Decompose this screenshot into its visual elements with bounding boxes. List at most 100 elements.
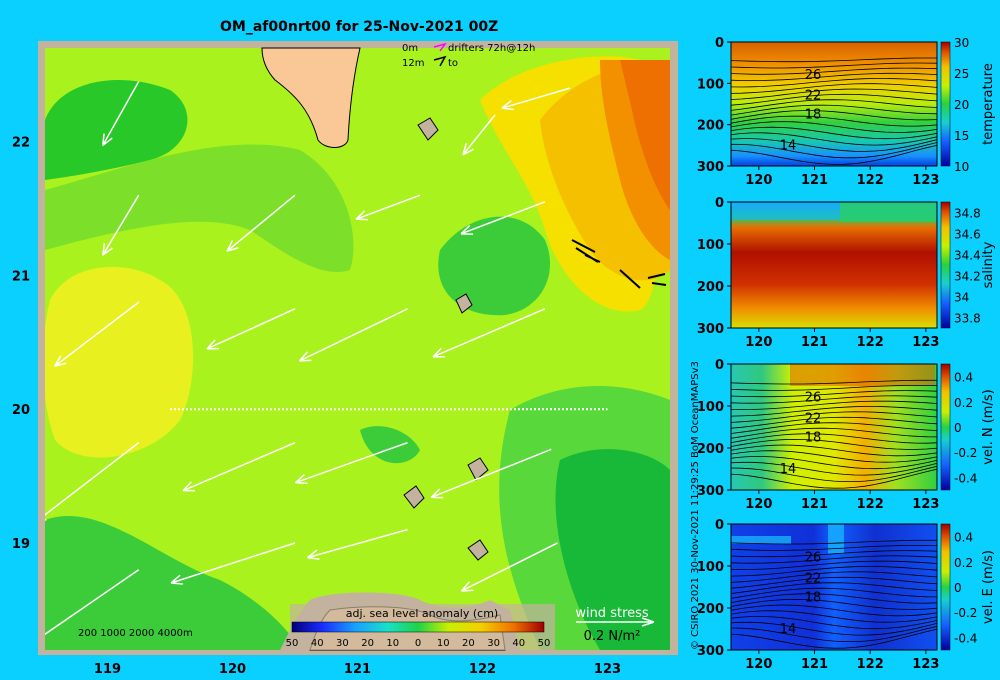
contour-line	[731, 67, 937, 75]
map-y-tick-label: 21	[12, 269, 30, 284]
colorbar-tick-label: 50	[286, 638, 299, 649]
drifter-track	[571, 239, 601, 263]
legend-depth-0m: 0m	[402, 43, 418, 54]
contour-line	[731, 604, 937, 617]
colorbar-tick-label: 40	[512, 638, 525, 649]
wind-stress-vector	[182, 441, 296, 492]
wind-stress-vector	[307, 528, 408, 560]
contour-line	[731, 395, 937, 404]
colorbar-tick-label: 40	[311, 638, 324, 649]
contour-line	[731, 411, 937, 423]
panel-x-tick-label: 120	[745, 497, 772, 512]
velocity-east-colorbar	[940, 523, 951, 651]
contour-line	[731, 422, 937, 434]
contour-line	[731, 461, 937, 476]
island	[417, 117, 439, 141]
panel-x-tick-label: 122	[857, 335, 884, 350]
contour-line	[731, 132, 937, 146]
colorbar-tick-label: 20	[462, 638, 475, 649]
panel-x-tick-label: 122	[857, 173, 884, 188]
colorbar-ticks: 50 40 30 20 10 0 10 20 30 40 50	[286, 638, 551, 649]
contour-line	[731, 99, 937, 111]
velocity-north-panel: 26 22 18 14	[730, 363, 951, 491]
salinity-panel	[730, 201, 951, 329]
contour-label: 26	[805, 391, 822, 406]
panel-x-tick-label: 121	[801, 497, 828, 512]
contour-line	[731, 390, 937, 398]
colorbar-tick-label: 30	[954, 36, 969, 50]
panel-y-tick-label: 0	[715, 196, 724, 211]
credit-text: © CSIRO 2021 30-Nov-2021 11:29:25 BoM Oc…	[690, 361, 701, 650]
wind-stress-vector	[102, 194, 140, 256]
ssla-colorbar: adj. sea level anomaly (cm) 50 40 30 20 10 0 1…	[286, 604, 555, 650]
panel-y-tick-label: 0	[715, 36, 724, 51]
map-x-tick-label: 119	[94, 662, 121, 677]
contour-line	[731, 138, 937, 152]
contour-line	[731, 555, 937, 564]
wind-stress-key: wind stress 0.2 N/m²	[575, 606, 655, 644]
colorbar-tick-label: 30	[487, 638, 500, 649]
contour-label: 26	[805, 551, 822, 566]
contour-label: 18	[805, 431, 822, 446]
contour-line	[731, 628, 937, 649]
velocity-east-contours: 26 22 18 14	[731, 539, 937, 649]
panel-x-tick-label: 121	[801, 173, 828, 188]
wind-stress-arrow-head	[641, 617, 655, 627]
panel-x-tick-label: 123	[912, 173, 939, 188]
temperature-colorbar	[940, 41, 951, 167]
velocity-north-contours: 26 22 18 14	[731, 379, 937, 489]
wind-stress-vector	[355, 194, 421, 221]
salinity-colorbar	[940, 201, 951, 329]
panel-x-tick-label: 120	[745, 335, 772, 350]
panel-x-tick-label: 121	[801, 657, 828, 672]
contour-line	[731, 93, 937, 106]
page-title: OM_af00nrt00 for 25-Nov-2021 00Z	[220, 19, 499, 35]
map-x-tick-label: 123	[594, 662, 621, 677]
wind-stress-vector	[430, 448, 552, 499]
panel-y-tick-label: 100	[697, 400, 724, 415]
legend-depth-12m: 12m	[402, 58, 424, 69]
velocity-east-panel: 26 22 18 14	[730, 523, 951, 651]
wind-stress-vector	[501, 87, 571, 111]
legend-drifters-text: drifters 72h@12h	[448, 43, 535, 54]
colorbar-label: vel. N (m/s)	[981, 389, 996, 464]
contour-label: 22	[805, 572, 822, 587]
map-y-tick-label: 20	[12, 403, 30, 418]
panel-y-tick-label: 0	[715, 358, 724, 373]
wind-stress-vector	[462, 114, 496, 156]
panel-y-tick-label: 0	[715, 518, 724, 533]
panel-x-tick-label: 121	[801, 335, 828, 350]
colorbar-tick-label: 20	[361, 638, 374, 649]
contour-label: 14	[780, 462, 797, 477]
contour-line	[731, 115, 937, 127]
wind-stress-vector	[102, 81, 140, 147]
drifter-legend: 0m drifters 72h@12h 12m to	[402, 42, 535, 69]
panel-y-tick-label: 300	[697, 160, 724, 175]
colorbar-tick-label: 34.2	[954, 270, 981, 284]
wind-stress-label: wind stress	[575, 606, 649, 621]
contour-line	[731, 539, 937, 545]
contour-line	[731, 598, 937, 610]
contour-line	[731, 416, 937, 429]
contour-line	[731, 406, 937, 417]
contour-line	[731, 621, 937, 636]
wind-stress-vector	[294, 441, 408, 485]
temperature-panel: 26 22 18 14	[730, 41, 951, 167]
colorbar-tick-label: 0.4	[954, 531, 973, 545]
map-x-tick-label: 120	[219, 662, 246, 677]
section-panel-axes: 120 121 122 123 0 100 200 300 10 15 20 25 30 temperat…	[697, 36, 996, 672]
contour-line	[731, 582, 937, 594]
panel-y-tick-label: 300	[697, 484, 724, 499]
contour-line	[731, 72, 937, 82]
colorbar-tick-label: 0	[415, 638, 421, 649]
panel-y-tick-label: 200	[697, 602, 724, 617]
panel-y-tick-label: 300	[697, 644, 724, 659]
map-y-tick-label: 22	[12, 136, 30, 151]
wind-stress-vector	[432, 308, 546, 358]
contour-line	[731, 104, 937, 116]
legend-to-text: to	[448, 58, 458, 69]
map-x-tick-label: 122	[469, 662, 496, 677]
colorbar-tick-label: 34.4	[954, 249, 981, 263]
colorbar-tick-label: 0	[954, 421, 962, 435]
contour-line	[731, 88, 937, 100]
